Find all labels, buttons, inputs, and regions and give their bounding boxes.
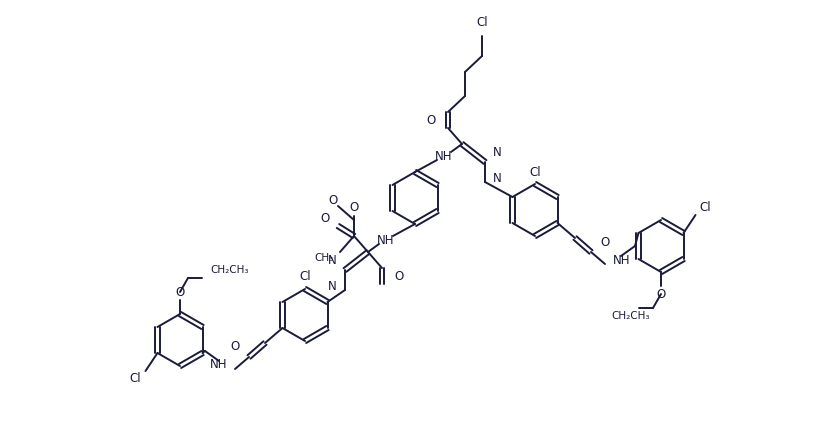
Text: CH₃: CH₃	[314, 253, 333, 263]
Text: NH: NH	[613, 253, 630, 266]
Text: O: O	[655, 287, 665, 300]
Text: O: O	[426, 113, 436, 126]
Text: NH: NH	[209, 358, 227, 371]
Text: N: N	[328, 253, 337, 266]
Text: CH₂CH₃: CH₂CH₃	[611, 311, 649, 321]
Text: Cl: Cl	[528, 166, 541, 178]
Text: CH₂CH₃: CH₂CH₃	[210, 265, 248, 275]
Text: N: N	[328, 279, 337, 293]
Text: Cl: Cl	[476, 16, 487, 28]
Text: O: O	[349, 201, 358, 214]
Text: O: O	[320, 211, 329, 225]
Text: N: N	[492, 146, 501, 159]
Text: O: O	[393, 269, 403, 283]
Text: O: O	[600, 235, 609, 249]
Text: N: N	[492, 171, 501, 184]
Text: O: O	[175, 286, 184, 299]
Text: Cl: Cl	[129, 372, 142, 385]
Text: Cl: Cl	[299, 270, 310, 283]
Text: O: O	[328, 194, 337, 207]
Text: NH: NH	[377, 234, 394, 246]
Text: NH: NH	[435, 150, 452, 163]
Text: O: O	[230, 341, 240, 354]
Text: Cl: Cl	[699, 201, 710, 214]
